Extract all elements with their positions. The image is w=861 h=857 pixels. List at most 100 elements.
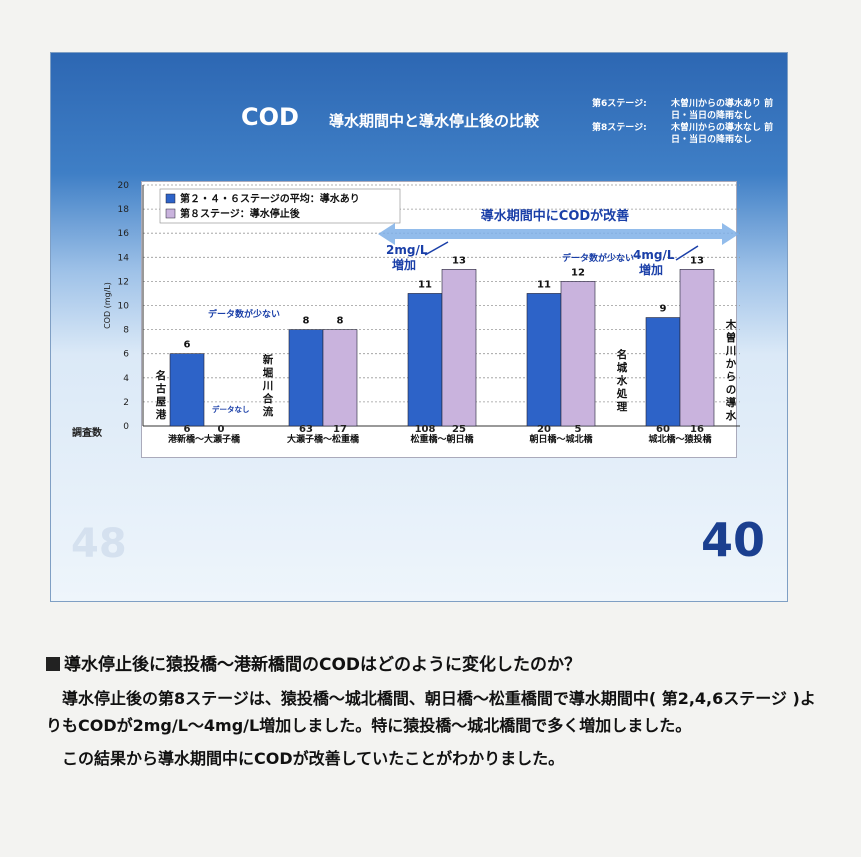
body-paragraph-2: この結果から導水期間中にCODが改善していたことがわかりました。 (46, 749, 565, 768)
bar-after-stop (441, 269, 477, 427)
annotation-increase-2: 2mg/L (386, 243, 428, 257)
y-tick-label: 16 (118, 229, 130, 239)
arrow-increase-4 (675, 245, 699, 261)
bar-after-stop (560, 281, 596, 427)
annotation-meijo: 名 (617, 348, 628, 361)
annotation-increase-4: 4mg/L (633, 248, 675, 262)
bars: 6 8 8 11 13 11 12 9 13 (169, 255, 715, 427)
x-tick-label: 港新橋～大瀬子橋 (168, 433, 241, 445)
annotation-kiso: 木 (725, 318, 737, 331)
banner-arrow (378, 223, 739, 245)
annotation-kiso: 曽 (726, 331, 737, 344)
y-tick-label: 12 (118, 277, 129, 287)
annotation-few-data: データ数が少ない (208, 308, 280, 320)
cod-bar-chart: 0 2 4 6 8 10 12 14 16 18 20 COD (mg/L) 6 8 8 11 13 11 12 9… (103, 181, 740, 445)
annotation-shinhori: 流 (263, 405, 274, 418)
ghost-page-number: 48 (71, 521, 127, 567)
survey-count: 5 (574, 424, 582, 435)
survey-count: 25 (452, 424, 466, 435)
question-heading-text: 導水停止後に猿投橋～港新橋間のCODはどのように変化したのか？ (64, 655, 582, 675)
annotations: 導水期間中にCODが改善データ数が少ないデータ数が少ないデータなし2mg/L増加… (156, 208, 739, 422)
data-label: 8 (303, 316, 310, 327)
y-tick-label: 20 (118, 181, 130, 191)
y-axis: 0 2 4 6 8 10 12 14 16 18 20 COD (mg/L) (103, 181, 740, 432)
legend-swatch (165, 193, 176, 204)
bar-after-stop (679, 269, 715, 427)
annotation-meijo: 水 (616, 374, 628, 387)
x-tick-label: 朝日橋～城北橋 (529, 433, 593, 445)
slide-subtitle: 導水期間中と導水停止後の比較 (329, 112, 540, 130)
y-tick-label: 6 (123, 350, 129, 360)
page-number: 40 (701, 513, 766, 567)
bar-after-stop (322, 329, 358, 427)
annotation-kiso: か (726, 358, 737, 370)
legend-entry: 第２・４・６ステージの平均：導水あり (180, 192, 360, 205)
bar-with-diversion (407, 293, 443, 427)
annotation-kiso: 川 (725, 345, 737, 357)
annotation-nagoya-port: 古 (156, 382, 167, 395)
annotation-increase-2: 増加 (392, 257, 416, 272)
legend-box (159, 188, 401, 224)
data-label: 9 (660, 304, 667, 315)
annotation-nagoya-port: 屋 (156, 396, 167, 408)
stage-6-desc: 木曽川からの導水あり 前日・当日の降雨なし (671, 99, 774, 121)
stage-6-label: 第6ステージ: (592, 99, 647, 109)
y-tick-label: 0 (123, 422, 129, 432)
x-tick-label: 城北橋～猿投橋 (648, 433, 712, 445)
y-tick-label: 8 (123, 326, 129, 336)
square-bullet-icon (46, 657, 60, 671)
question-heading: 導水停止後に猿投橋～港新橋間のCODはどのように変化したのか？ (46, 650, 816, 675)
annotation-kiso: の (726, 384, 737, 396)
y-tick-label: 14 (118, 253, 130, 263)
y-tick-label: 18 (118, 205, 130, 215)
data-label: 11 (418, 279, 432, 290)
x-axis: 港新橋～大瀬子橋 大瀬子橋～松重橋 松重橋～朝日橋 朝日橋～城北橋 城北橋～猿投橋 (168, 433, 713, 445)
annotation-kiso: ら (726, 371, 737, 383)
legend-entry: 第８ステージ：導水停止後 (180, 207, 301, 220)
data-label: 8 (337, 316, 344, 327)
y-axis-label: COD (mg/L) (103, 282, 112, 329)
y-tick-label: 2 (123, 398, 129, 408)
annotation-meijo: 理 (617, 401, 628, 413)
data-label: 13 (690, 255, 704, 266)
bar-with-diversion (169, 353, 205, 427)
annotation-meijo: 城 (617, 361, 628, 374)
explanation-text: 導水停止後に猿投橋～港新橋間のCODはどのように変化したのか？ 導水停止後の第8… (46, 650, 816, 772)
stage-8-desc: 木曽川からの導水なし 前日・当日の降雨なし (671, 123, 774, 145)
bar-with-diversion (288, 329, 324, 427)
body-paragraph-1: 導水停止後の第8ステージは、猿投橋～城北橋間、朝日橋～松重橋間で導水期間中( 第… (46, 689, 816, 735)
survey-count: 6 (183, 424, 191, 435)
x-tick-label: 松重橋～朝日橋 (410, 433, 474, 445)
stage-8-label: 第8ステージ: (592, 123, 647, 133)
slide-title: COD (241, 103, 299, 131)
survey-count: 60 (656, 424, 670, 435)
annotation-few-data: データ数が少ない (562, 252, 634, 264)
annotation-shinhori: 川 (262, 380, 274, 392)
survey-count-label: 調査数 (72, 428, 102, 439)
survey-count: 20 (537, 424, 551, 435)
annotation-shinhori: 合 (262, 392, 274, 405)
x-tick-label: 大瀬子橋～松重橋 (287, 433, 360, 445)
annotation-meijo: 処 (616, 387, 628, 400)
survey-count: 63 (299, 424, 313, 435)
survey-count: 16 (690, 424, 704, 435)
annotation-increase-4: 増加 (639, 262, 663, 277)
annotation-shinhori: 新 (263, 353, 274, 366)
data-label: 11 (537, 279, 551, 290)
annotation-shinhori: 堀 (263, 366, 274, 379)
bar-with-diversion (645, 317, 681, 427)
annotation-nagoya-port: 名 (156, 369, 167, 382)
survey-count: 0 (217, 424, 225, 435)
survey-count: 17 (333, 424, 347, 435)
annotation-kiso: 水 (725, 409, 737, 422)
survey-count: 108 (414, 424, 436, 435)
y-tick-label: 10 (118, 302, 130, 312)
banner-text: 導水期間中にCODが改善 (481, 208, 629, 224)
bar-with-diversion (526, 293, 562, 427)
annotation-kiso: 導 (726, 396, 737, 409)
data-label: 13 (452, 255, 466, 266)
annotation-no-data: データなし (212, 404, 250, 414)
data-label: 6 (184, 340, 191, 351)
y-tick-label: 4 (123, 374, 129, 384)
